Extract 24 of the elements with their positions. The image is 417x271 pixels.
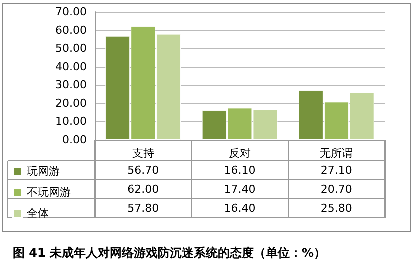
y-tick-label: 50.00 bbox=[56, 42, 87, 56]
data-label: 62.00 bbox=[128, 183, 160, 196]
data-label: 17.40 bbox=[224, 183, 256, 196]
y-tick-label: 40.00 bbox=[56, 60, 87, 74]
data-label: 57.80 bbox=[128, 202, 160, 215]
data-label: 27.10 bbox=[320, 164, 352, 177]
x-tick-label: 无所谓 bbox=[320, 147, 354, 160]
data-label: 56.70 bbox=[128, 164, 160, 177]
y-tick-label: 10.00 bbox=[56, 115, 87, 128]
x-tick-label: 反对 bbox=[229, 147, 251, 160]
data-label: 16.40 bbox=[224, 202, 256, 215]
data-label: 16.10 bbox=[224, 164, 256, 177]
y-tick-label: 60.00 bbox=[56, 24, 87, 37]
legend-label: 不玩网游 bbox=[27, 186, 71, 199]
legend-label: 玩网游 bbox=[27, 165, 60, 178]
data-label: 20.70 bbox=[320, 183, 352, 196]
x-tick-label: 支持 bbox=[132, 147, 154, 160]
y-tick-label: 30.00 bbox=[56, 78, 87, 92]
data-label: 25.80 bbox=[320, 202, 352, 215]
y-tick-label: 0.00 bbox=[62, 134, 87, 146]
y-tick-label: 70.00 bbox=[56, 6, 87, 18]
legend-label: 全体 bbox=[27, 207, 49, 220]
y-tick-label: 20.00 bbox=[56, 96, 87, 110]
text: 图 41 未成年人对网络游戏防沉迷系统的态度（单位：%） bbox=[13, 246, 326, 260]
